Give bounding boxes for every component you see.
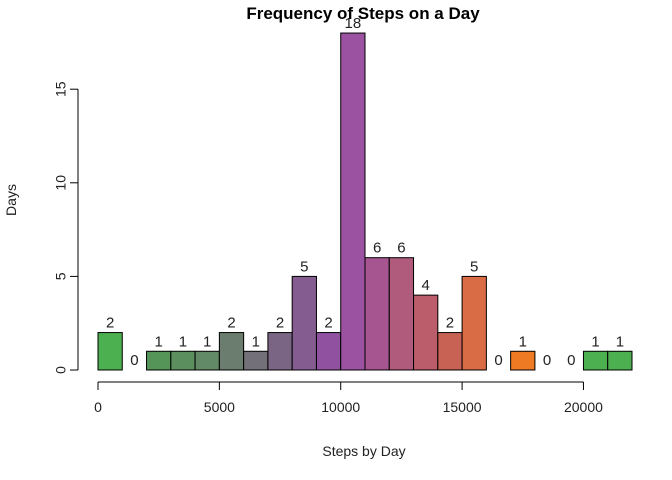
histogram-bar [97,332,123,371]
bar-count-label: 2 [276,315,284,332]
bar-count-label: 2 [324,315,332,332]
histogram-bar [315,332,342,371]
bars-group [97,32,633,371]
y-axis: 0 5 10 15 [53,81,79,374]
bar-count-label: 1 [616,333,624,350]
x-axis: 0 5000 10000 15000 20000 [94,381,603,415]
bar-count-label: 2 [106,315,114,332]
bar-count-label: 1 [519,333,527,350]
histogram-bar [510,350,536,371]
histogram-bar [340,32,366,371]
bar-count-label: 6 [397,240,405,257]
histogram-bar [267,332,293,371]
histogram-bar [364,257,390,371]
bar-count-label: 4 [422,277,430,294]
bar-count-label: 5 [300,258,308,275]
bar-count-label: 5 [470,258,478,275]
bar-count-label: 0 [543,352,551,369]
histogram-bar [582,350,609,371]
histogram-bar [146,350,172,371]
histogram-bar [461,275,487,371]
chart-title: Frequency of Steps on a Day [246,4,480,23]
histogram-bar [218,332,245,371]
x-tick-label: 0 [94,399,102,415]
bar-count-label: 0 [130,352,138,369]
x-axis-label: Steps by Day [322,443,405,459]
x-tick-label: 15000 [443,399,482,415]
histogram-bar [194,350,220,371]
histogram-bar [413,294,439,371]
histogram-bar [388,257,415,371]
y-tick-label: 0 [53,366,69,374]
bar-count-label: 2 [227,315,235,332]
x-tick-label: 20000 [564,399,603,415]
y-tick-label: 10 [53,175,69,191]
y-axis-label: Days [3,184,19,216]
bar-count-label: 1 [203,333,211,350]
bar-count-label: 6 [373,240,381,257]
bar-count-label: 2 [446,315,454,332]
histogram-bar [291,275,317,371]
x-tick-label: 10000 [321,399,360,415]
histogram-bar [437,332,463,371]
histogram-bar [170,350,196,371]
bar-count-label: 18 [345,15,362,32]
bar-count-label: 0 [567,352,575,369]
bar-count-label: 1 [179,333,187,350]
bar-count-label: 0 [494,352,502,369]
histogram-bar [243,350,269,371]
bar-count-label: 1 [591,333,599,350]
y-tick-label: 15 [53,81,69,97]
bar-count-label: 1 [155,333,163,350]
y-tick-label: 5 [53,272,69,280]
histogram-bar [607,350,633,371]
bar-count-label: 1 [252,333,260,350]
x-tick-label: 5000 [204,399,235,415]
